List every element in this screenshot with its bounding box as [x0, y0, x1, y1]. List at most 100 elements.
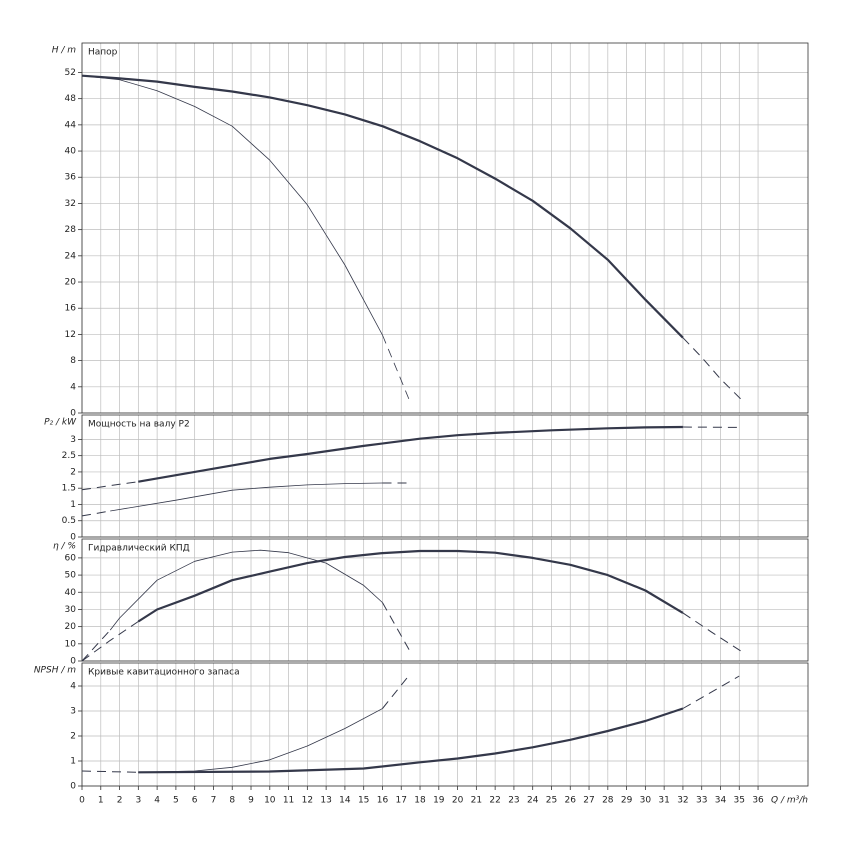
panel-title: Гидравлический КПД [88, 544, 190, 554]
y-tick-label: 4 [70, 682, 76, 692]
x-tick-label: 28 [602, 796, 614, 806]
x-tick-label: 8 [229, 796, 235, 806]
x-tick-label: 18 [414, 796, 426, 806]
x-tick-label: 13 [320, 796, 331, 806]
x-tick-label: 6 [192, 796, 198, 806]
x-tick-label: 21 [471, 796, 482, 806]
y-tick-label: 48 [65, 94, 77, 104]
axis-label: Q / m³/h [771, 796, 808, 806]
y-tick-label: 0 [70, 782, 76, 792]
curve [137, 549, 684, 623]
y-tick-label: 16 [65, 304, 77, 314]
y-tick-label: 20 [65, 622, 77, 632]
x-tick-label: 14 [339, 796, 351, 806]
x-tick-label: 7 [211, 796, 217, 806]
x-tick-label: 22 [489, 796, 500, 806]
x-tick-label: 10 [264, 796, 276, 806]
dashed-curve [81, 629, 111, 662]
plot-frame [81, 414, 809, 538]
curve [81, 75, 383, 336]
x-tick-label: 12 [302, 796, 313, 806]
y-tick-label: 0.5 [62, 516, 76, 526]
y-tick-label: 8 [70, 356, 76, 366]
curve [138, 425, 683, 483]
y-tick-label: 1.5 [62, 484, 76, 494]
y-tick-label: 20 [65, 278, 77, 288]
x-tick-label: 27 [583, 796, 594, 806]
x-tick-label: 19 [433, 796, 445, 806]
dashed-curve [682, 675, 740, 709]
y-tick-label: 3 [70, 707, 76, 717]
y-tick-label: 2 [70, 732, 76, 742]
dashed-curve [81, 481, 139, 491]
x-tick-label: 11 [283, 796, 294, 806]
y-tick-label: 1 [70, 500, 76, 510]
y-tick-label: 60 [65, 553, 77, 563]
y-tick-label: 0 [70, 533, 76, 543]
x-tick-label: 25 [546, 796, 557, 806]
y-tick-label: 50 [65, 571, 77, 581]
x-tick-label: 29 [621, 796, 633, 806]
panel-title: Мощность на валу P2 [88, 420, 190, 430]
y-tick-label: 3 [70, 435, 76, 445]
x-tick-label: 24 [527, 796, 539, 806]
x-tick-label: 23 [508, 796, 519, 806]
plot-frame [81, 662, 809, 787]
y-tick-label: 32 [65, 199, 76, 209]
y-tick-label: 52 [65, 68, 76, 78]
x-tick-label: 31 [658, 796, 669, 806]
plot-area [82, 663, 808, 786]
plot-frame [81, 42, 809, 414]
x-tick-label: 9 [248, 796, 254, 806]
y-tick-label: 4 [70, 382, 76, 392]
plot-frame [81, 538, 809, 662]
axis-label: NPSH / m [34, 666, 76, 676]
y-tick-label: 36 [65, 173, 77, 183]
curve [138, 708, 383, 773]
x-tick-label: 15 [358, 796, 369, 806]
y-tick-label: 40 [65, 588, 77, 598]
x-tick-label: 20 [452, 796, 464, 806]
dashed-curve [382, 673, 411, 709]
axis-label: η / % [53, 542, 76, 552]
x-tick-label: 17 [396, 796, 407, 806]
y-tick-label: 2.5 [62, 451, 76, 461]
dashed-curve [682, 612, 744, 653]
y-tick-label: 44 [65, 120, 77, 130]
axis-label: P₂ / kW [44, 418, 77, 428]
x-tick-label: 34 [715, 796, 727, 806]
x-tick-label: 36 [752, 796, 764, 806]
y-tick-label: 0 [70, 409, 76, 419]
x-tick-label: 33 [696, 796, 707, 806]
x-tick-label: 4 [154, 796, 160, 806]
x-tick-label: 30 [640, 796, 652, 806]
y-tick-label: 0 [70, 657, 76, 667]
dashed-curve [81, 621, 139, 662]
panel-title: Напор [88, 48, 118, 58]
x-tick-label: 5 [173, 796, 179, 806]
x-tick-label: 1 [98, 796, 104, 806]
panel-title: Кривые кавитационного запаса [88, 668, 240, 678]
dashed-curve [81, 510, 111, 517]
dashed-curve [81, 770, 139, 773]
plot-area [82, 415, 808, 537]
y-tick-label: 12 [65, 330, 76, 340]
curve [110, 482, 383, 512]
x-tick-label: 35 [734, 796, 745, 806]
curve [81, 74, 684, 339]
y-tick-label: 30 [65, 605, 77, 615]
axis-label: H / m [52, 46, 77, 56]
x-tick-label: 2 [117, 796, 123, 806]
x-tick-label: 32 [677, 796, 688, 806]
y-tick-label: 24 [65, 251, 77, 261]
curve [138, 707, 684, 774]
x-tick-label: 16 [377, 796, 389, 806]
dashed-curve [382, 602, 412, 653]
x-tick-label: 0 [79, 796, 85, 806]
y-tick-label: 10 [65, 639, 77, 649]
y-tick-label: 40 [65, 147, 77, 157]
dashed-curve [382, 334, 411, 404]
y-tick-label: 1 [70, 757, 76, 767]
plot-area [82, 539, 808, 661]
